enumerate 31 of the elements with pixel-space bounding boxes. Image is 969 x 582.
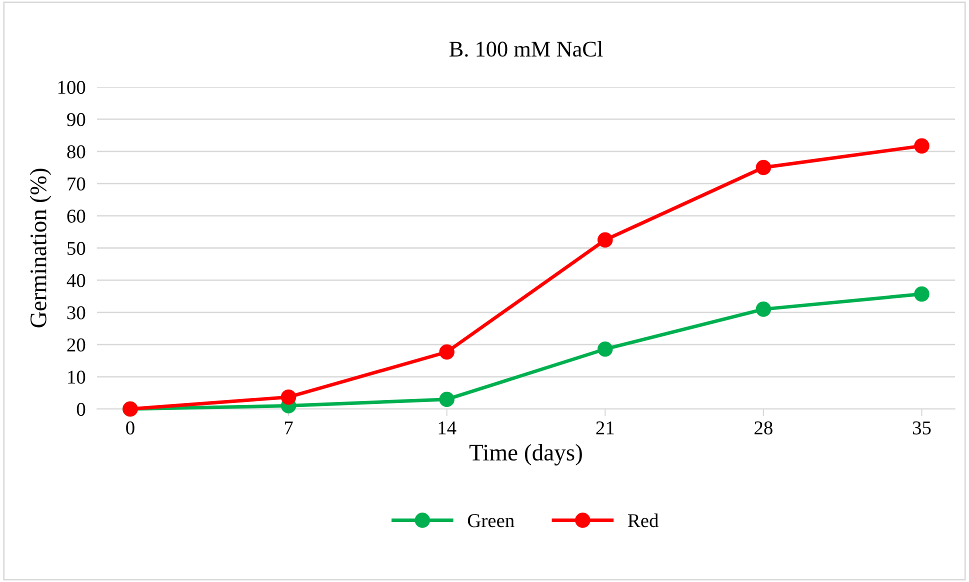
chart-title: B. 100 mM NaCl: [449, 41, 603, 57]
y-tick-label: 30: [67, 306, 86, 320]
x-tick-label: 14: [438, 421, 456, 434]
y-tick-label: 50: [68, 242, 86, 255]
y-tick-label: 100: [58, 80, 86, 94]
point: [598, 232, 613, 248]
point: [914, 138, 930, 154]
y-tick-label: 70: [68, 177, 86, 191]
point: [914, 286, 930, 302]
point: [439, 344, 454, 360]
point: [280, 389, 296, 405]
y-tick-label: 60: [67, 210, 86, 223]
x-tick-label: 28: [754, 421, 772, 434]
legend-label: Green: [468, 514, 514, 528]
legend-label: Red: [628, 514, 659, 528]
x-axis-title: Time (days): [469, 444, 582, 466]
x-tick-label: 0: [126, 421, 134, 434]
y-tick-label: 80: [67, 145, 86, 158]
point: [439, 392, 454, 407]
y-tick-label: 10: [68, 370, 86, 384]
x-tick-label: 7: [284, 422, 293, 434]
point: [598, 341, 613, 357]
x-tick-label: 35: [912, 421, 931, 434]
y-tick-label: 90: [67, 113, 86, 126]
y-axis-title: Germination (%): [30, 168, 52, 328]
point: [756, 302, 772, 317]
y-tick-label: 20: [67, 338, 86, 352]
y-tick-label: 40: [66, 274, 86, 288]
x-tick-label: 21: [596, 421, 614, 434]
y-tick-label: 0: [76, 402, 86, 416]
point: [756, 160, 772, 176]
